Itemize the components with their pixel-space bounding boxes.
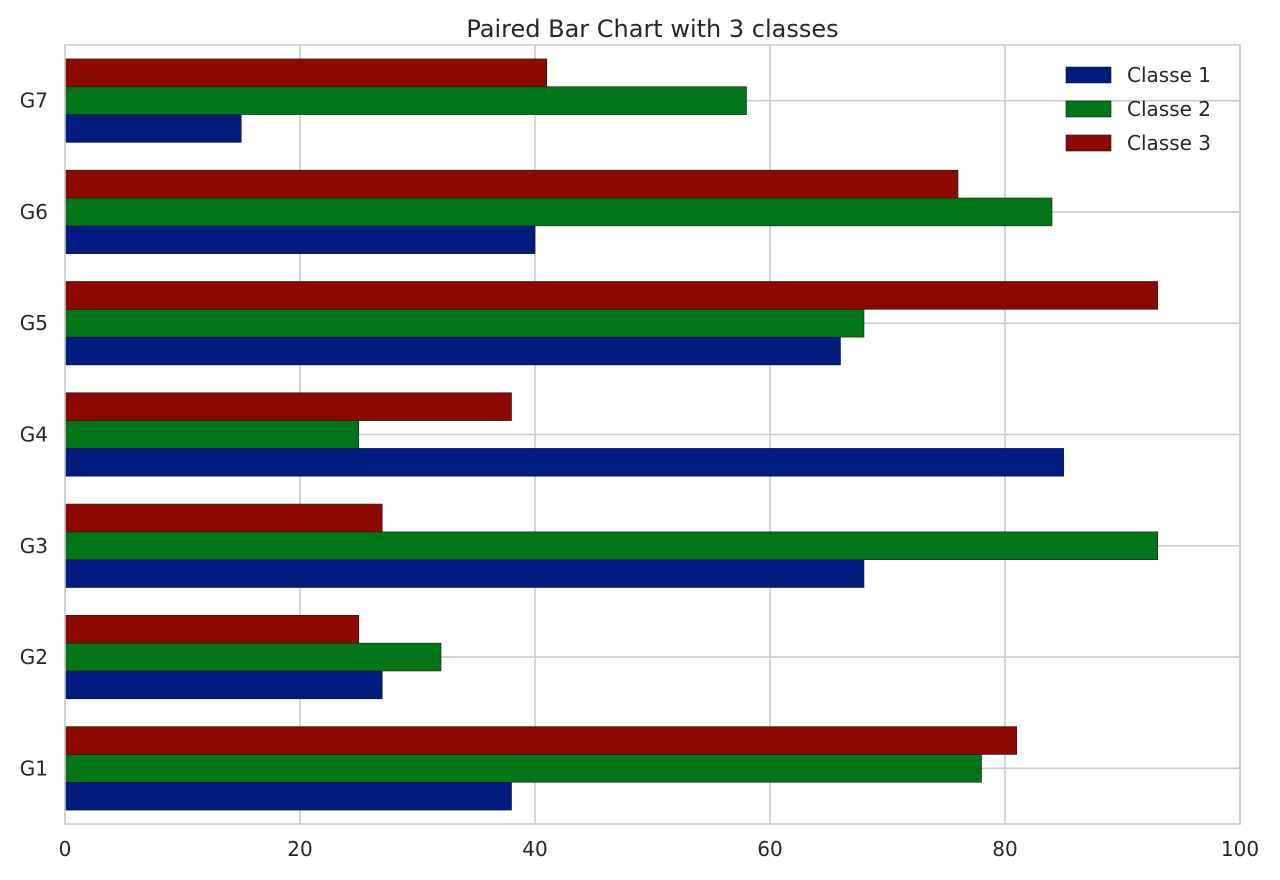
legend-swatch [1065,134,1112,152]
x-tick-label: 40 [522,837,547,861]
bar-classe-1-g6 [64,225,536,254]
x-tick-label: 100 [1221,837,1259,861]
x-tick-label: 80 [992,837,1017,861]
chart-title: Paired Bar Chart with 3 classes [466,15,838,43]
bar-classe-3-g4 [64,392,512,421]
bars-layer [64,58,1159,811]
plot-frame [64,44,1241,825]
legend-label: Classe 3 [1127,131,1211,155]
bar-classe-2-g7 [64,86,747,115]
legend-label: Classe 2 [1127,97,1211,121]
y-tick-label: G3 [20,534,48,558]
bar-classe-1-g4 [64,448,1065,477]
bar-classe-2-g6 [64,197,1053,227]
bar-classe-2-g2 [64,642,442,672]
legend-label: Classe 1 [1127,63,1211,87]
y-tick-label: G4 [20,423,48,447]
y-tick-label: G7 [20,89,48,113]
y-tick-label: G1 [20,756,48,780]
legend: Classe 1 Classe 2 Classe 3 [1065,63,1211,155]
bar-classe-1-g2 [64,670,383,700]
bar-classe-3-g3 [64,503,383,533]
x-tick-label: 60 [757,837,782,861]
bar-classe-1-g7 [64,114,242,143]
x-tick-label: 20 [287,837,312,861]
bar-classe-2-g5 [64,309,865,338]
y-tick-label: G5 [20,311,48,335]
y-tick-label: G6 [20,200,48,224]
bar-classe-3-g2 [64,615,360,644]
bar-classe-2-g3 [64,531,1159,560]
bar-classe-3-g7 [64,58,548,88]
y-tick-label: G2 [20,645,48,669]
bar-classe-3-g6 [64,169,959,199]
bar-classe-3-g1 [64,726,1018,755]
bar-classe-1-g3 [64,559,865,588]
ticks-layer: 0 20 40 60 80 100 G1 G2 G3 G4 G5 G6 G7 [20,89,1259,861]
x-tick-label: 0 [59,837,72,861]
bar-classe-1-g5 [64,336,841,366]
bar-classe-3-g5 [64,281,1159,310]
bar-classe-2-g4 [64,420,360,449]
bar-classe-1-g1 [64,781,512,811]
bar-classe-2-g1 [64,754,982,783]
legend-swatch [1065,66,1112,84]
legend-swatch [1065,100,1112,118]
